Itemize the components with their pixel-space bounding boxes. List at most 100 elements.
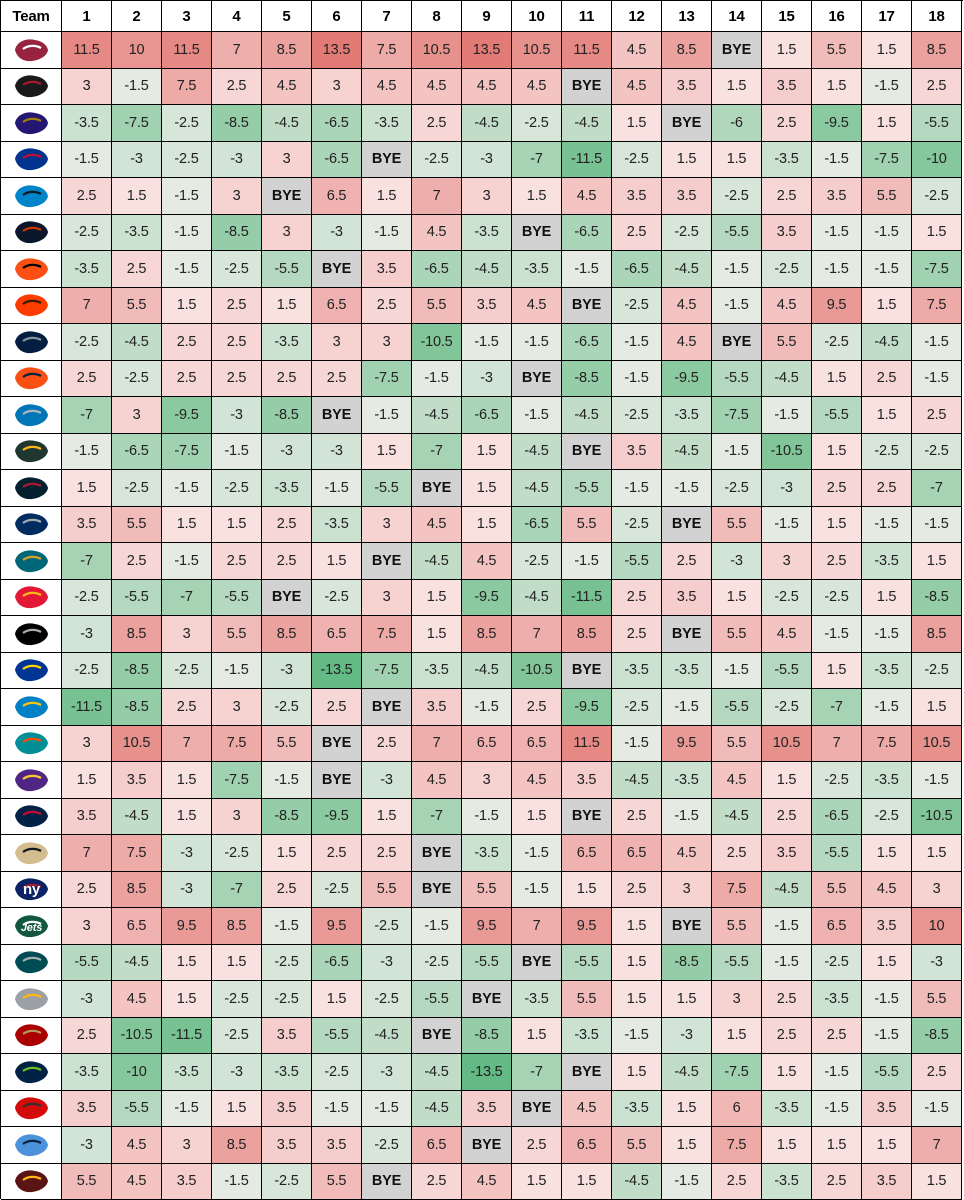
spread-value-cell: 3 bbox=[212, 178, 262, 215]
team-logo-cell bbox=[1, 397, 62, 434]
spread-value-cell: -3.5 bbox=[62, 1054, 112, 1091]
spread-value-cell: 3.5 bbox=[762, 214, 812, 251]
spread-value-cell: 1.5 bbox=[712, 579, 762, 616]
spread-value-cell: 2.5 bbox=[212, 287, 262, 324]
spread-value-cell: -1.5 bbox=[762, 908, 812, 945]
spread-value-cell: 6 bbox=[712, 1090, 762, 1127]
spread-value-cell: 4.5 bbox=[612, 68, 662, 105]
spread-value-cell: 1.5 bbox=[62, 762, 112, 799]
spread-value-cell: -4.5 bbox=[412, 543, 462, 580]
spread-value-cell: 7.5 bbox=[362, 32, 412, 69]
spread-value-cell: 7 bbox=[812, 725, 862, 762]
spread-value-cell: 5.5 bbox=[112, 506, 162, 543]
spread-value-cell: -2.5 bbox=[62, 324, 112, 361]
spread-value-cell: -3 bbox=[762, 470, 812, 507]
spread-value-cell: 3 bbox=[462, 762, 512, 799]
spread-value-cell: 7.5 bbox=[712, 871, 762, 908]
spread-value-cell: -4.5 bbox=[612, 762, 662, 799]
spread-value-cell: 5.5 bbox=[612, 1127, 662, 1164]
spread-value-cell: 4.5 bbox=[762, 287, 812, 324]
spread-value-cell: -4.5 bbox=[512, 579, 562, 616]
spread-value-cell: -7 bbox=[512, 141, 562, 178]
header-week-7: 7 bbox=[362, 1, 412, 32]
spread-value-cell: 1.5 bbox=[162, 944, 212, 981]
spread-value-cell: 2.5 bbox=[512, 1127, 562, 1164]
lions-logo-icon bbox=[15, 404, 48, 426]
spread-value-cell: -2.5 bbox=[612, 689, 662, 726]
spread-value-cell: -3.5 bbox=[662, 652, 712, 689]
spread-value-cell: -3 bbox=[362, 762, 412, 799]
spread-value-cell: -2.5 bbox=[62, 652, 112, 689]
spread-value-cell: 1.5 bbox=[562, 1163, 612, 1200]
spread-value-cell: 3.5 bbox=[462, 287, 512, 324]
spread-value-cell: -1.5 bbox=[412, 908, 462, 945]
spread-value-cell: 7.5 bbox=[112, 835, 162, 872]
spread-value-cell: 1.5 bbox=[162, 981, 212, 1018]
header-week-1: 1 bbox=[62, 1, 112, 32]
spread-value-cell: -1.5 bbox=[912, 1090, 962, 1127]
spread-value-cell: -10.5 bbox=[512, 652, 562, 689]
spread-value-cell: -2.5 bbox=[212, 1017, 262, 1054]
spread-value-cell: 10.5 bbox=[912, 725, 962, 762]
spread-value-cell: 4.5 bbox=[112, 981, 162, 1018]
spread-value-cell: 4.5 bbox=[662, 324, 712, 361]
spread-value-cell: -1.5 bbox=[212, 433, 262, 470]
spread-value-cell: 9.5 bbox=[162, 908, 212, 945]
spread-value-cell: -4.5 bbox=[612, 1163, 662, 1200]
bye-cell: BYE bbox=[362, 1163, 412, 1200]
spread-value-cell: 3.5 bbox=[62, 798, 112, 835]
spread-value-cell: 6.5 bbox=[512, 725, 562, 762]
spread-value-cell: 4.5 bbox=[462, 543, 512, 580]
bye-cell: BYE bbox=[512, 1090, 562, 1127]
spread-value-cell: -2.5 bbox=[262, 689, 312, 726]
spread-value-cell: 1.5 bbox=[912, 543, 962, 580]
spread-value-cell: 8.5 bbox=[212, 908, 262, 945]
spread-value-cell: -10 bbox=[112, 1054, 162, 1091]
spread-value-cell: -2.5 bbox=[862, 798, 912, 835]
spread-value-cell: -10 bbox=[912, 141, 962, 178]
raiders-logo-icon bbox=[15, 623, 48, 645]
spread-value-cell: -1.5 bbox=[462, 324, 512, 361]
spread-value-cell: 7.5 bbox=[212, 725, 262, 762]
spread-value-cell: -6.5 bbox=[562, 324, 612, 361]
spread-value-cell: -5.5 bbox=[812, 835, 862, 872]
spread-value-cell: 1.5 bbox=[662, 1090, 712, 1127]
spread-value-cell: -1.5 bbox=[612, 324, 662, 361]
spread-value-cell: 8.5 bbox=[462, 616, 512, 653]
spread-value-cell: 5.5 bbox=[712, 616, 762, 653]
spread-value-cell: -4.5 bbox=[862, 324, 912, 361]
spread-value-cell: 2.5 bbox=[612, 871, 662, 908]
bye-cell: BYE bbox=[362, 689, 412, 726]
spread-value-cell: 9.5 bbox=[812, 287, 862, 324]
saints-logo-icon bbox=[15, 842, 48, 864]
team-logo-cell bbox=[1, 251, 62, 288]
spread-value-cell: -3 bbox=[212, 1054, 262, 1091]
spread-value-cell: -2.5 bbox=[762, 689, 812, 726]
spread-value-cell: 1.5 bbox=[262, 287, 312, 324]
spread-value-cell: 1.5 bbox=[462, 470, 512, 507]
spread-value-cell: -1.5 bbox=[662, 798, 712, 835]
spread-value-cell: -3.5 bbox=[812, 981, 862, 1018]
spread-value-cell: 2.5 bbox=[512, 689, 562, 726]
spread-value-cell: 3.5 bbox=[62, 506, 112, 543]
spread-value-cell: 4.5 bbox=[412, 762, 462, 799]
spread-value-cell: 3 bbox=[212, 689, 262, 726]
spread-value-cell: 3 bbox=[62, 68, 112, 105]
spread-value-cell: 1.5 bbox=[312, 981, 362, 1018]
spread-value-cell: -2.5 bbox=[512, 543, 562, 580]
spread-value-cell: 1.5 bbox=[912, 835, 962, 872]
spread-value-cell: -8.5 bbox=[912, 1017, 962, 1054]
spread-value-cell: 2.5 bbox=[112, 251, 162, 288]
spread-value-cell: -1.5 bbox=[262, 762, 312, 799]
spread-value-cell: -6 bbox=[712, 105, 762, 142]
spread-value-cell: 3 bbox=[912, 871, 962, 908]
spread-value-cell: 3 bbox=[712, 981, 762, 1018]
spread-value-cell: 4.5 bbox=[512, 762, 562, 799]
header-week-4: 4 bbox=[212, 1, 262, 32]
team-logo-cell bbox=[1, 141, 62, 178]
spread-value-cell: -2.5 bbox=[162, 105, 212, 142]
spread-value-cell: -3.5 bbox=[512, 981, 562, 1018]
spread-value-cell: -8.5 bbox=[462, 1017, 512, 1054]
spread-value-cell: -8.5 bbox=[212, 214, 262, 251]
